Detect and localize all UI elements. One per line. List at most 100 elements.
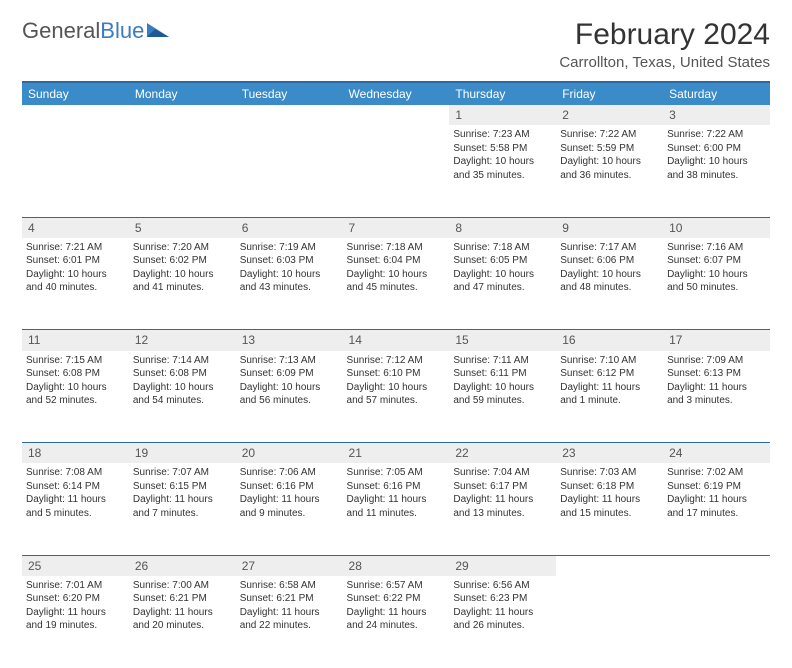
- day-detail-line: Daylight: 10 hours: [347, 268, 446, 282]
- day-number-cell: 29: [449, 555, 556, 576]
- day-detail-line: and 20 minutes.: [133, 619, 232, 633]
- day-detail-line: Daylight: 11 hours: [347, 493, 446, 507]
- day-detail-line: Sunset: 6:18 PM: [560, 480, 659, 494]
- day-number-cell: 5: [129, 217, 236, 238]
- day-detail-line: Daylight: 10 hours: [26, 268, 125, 282]
- day-detail-line: and 43 minutes.: [240, 281, 339, 295]
- day-cell: Sunrise: 6:56 AMSunset: 6:23 PMDaylight:…: [449, 576, 556, 668]
- day-detail-line: and 35 minutes.: [453, 169, 552, 183]
- day-detail-line: Sunrise: 7:00 AM: [133, 579, 232, 593]
- day-number-cell: 15: [449, 330, 556, 351]
- day-detail-line: Sunrise: 7:17 AM: [560, 241, 659, 255]
- day-detail-line: and 36 minutes.: [560, 169, 659, 183]
- day-detail-line: Sunrise: 6:56 AM: [453, 579, 552, 593]
- detail-row: Sunrise: 7:21 AMSunset: 6:01 PMDaylight:…: [22, 238, 770, 330]
- triangle-icon: [147, 21, 169, 42]
- day-detail-line: Sunset: 6:03 PM: [240, 254, 339, 268]
- day-cell: Sunrise: 7:10 AMSunset: 6:12 PMDaylight:…: [556, 351, 663, 443]
- day-number-cell: 7: [343, 217, 450, 238]
- day-detail-line: Sunset: 6:14 PM: [26, 480, 125, 494]
- day-detail-line: Sunset: 6:00 PM: [667, 142, 766, 156]
- day-number-cell: 20: [236, 443, 343, 464]
- weekday-header: Sunday: [22, 82, 129, 105]
- day-detail-line: and 9 minutes.: [240, 507, 339, 521]
- day-detail-line: Daylight: 11 hours: [240, 493, 339, 507]
- day-detail-line: Daylight: 11 hours: [667, 381, 766, 395]
- day-detail-line: and 59 minutes.: [453, 394, 552, 408]
- weekday-header: Tuesday: [236, 82, 343, 105]
- day-cell: Sunrise: 7:22 AMSunset: 6:00 PMDaylight:…: [663, 125, 770, 217]
- daynum-row: 18192021222324: [22, 443, 770, 464]
- day-number-cell: 24: [663, 443, 770, 464]
- weekday-header: Thursday: [449, 82, 556, 105]
- day-cell: [236, 125, 343, 217]
- day-detail-line: Sunrise: 7:15 AM: [26, 354, 125, 368]
- day-detail-line: Sunrise: 7:23 AM: [453, 128, 552, 142]
- day-cell: Sunrise: 7:11 AMSunset: 6:11 PMDaylight:…: [449, 351, 556, 443]
- day-detail-line: Daylight: 10 hours: [240, 268, 339, 282]
- day-detail-line: and 38 minutes.: [667, 169, 766, 183]
- day-detail-line: Daylight: 10 hours: [667, 155, 766, 169]
- header: GeneralBlue February 2024 Carrollton, Te…: [22, 18, 770, 71]
- detail-row: Sunrise: 7:08 AMSunset: 6:14 PMDaylight:…: [22, 463, 770, 555]
- day-detail-line: Daylight: 10 hours: [347, 381, 446, 395]
- day-cell: Sunrise: 7:20 AMSunset: 6:02 PMDaylight:…: [129, 238, 236, 330]
- daynum-row: 11121314151617: [22, 330, 770, 351]
- day-number-cell: 21: [343, 443, 450, 464]
- day-number-cell: [343, 105, 450, 125]
- day-detail-line: Sunrise: 7:04 AM: [453, 466, 552, 480]
- day-detail-line: and 11 minutes.: [347, 507, 446, 521]
- day-detail-line: Sunrise: 7:02 AM: [667, 466, 766, 480]
- day-cell: [556, 576, 663, 668]
- day-number-cell: 9: [556, 217, 663, 238]
- day-detail-line: Sunrise: 7:08 AM: [26, 466, 125, 480]
- day-cell: Sunrise: 7:16 AMSunset: 6:07 PMDaylight:…: [663, 238, 770, 330]
- day-cell: Sunrise: 7:02 AMSunset: 6:19 PMDaylight:…: [663, 463, 770, 555]
- day-cell: [663, 576, 770, 668]
- day-detail-line: Sunset: 6:09 PM: [240, 367, 339, 381]
- day-detail-line: Daylight: 10 hours: [26, 381, 125, 395]
- day-detail-line: Sunset: 6:16 PM: [347, 480, 446, 494]
- day-detail-line: and 19 minutes.: [26, 619, 125, 633]
- day-number-cell: 12: [129, 330, 236, 351]
- day-cell: [343, 125, 450, 217]
- day-detail-line: Sunset: 6:07 PM: [667, 254, 766, 268]
- day-detail-line: Daylight: 10 hours: [560, 268, 659, 282]
- day-number-cell: 25: [22, 555, 129, 576]
- day-cell: Sunrise: 7:17 AMSunset: 6:06 PMDaylight:…: [556, 238, 663, 330]
- day-detail-line: Daylight: 11 hours: [26, 493, 125, 507]
- weekday-header: Wednesday: [343, 82, 450, 105]
- weekday-header: Monday: [129, 82, 236, 105]
- day-detail-line: Daylight: 11 hours: [560, 493, 659, 507]
- day-detail-line: and 15 minutes.: [560, 507, 659, 521]
- day-cell: Sunrise: 7:08 AMSunset: 6:14 PMDaylight:…: [22, 463, 129, 555]
- day-number-cell: [22, 105, 129, 125]
- day-detail-line: Sunrise: 6:58 AM: [240, 579, 339, 593]
- day-detail-line: Daylight: 11 hours: [26, 606, 125, 620]
- day-number-cell: 1: [449, 105, 556, 125]
- day-detail-line: and 45 minutes.: [347, 281, 446, 295]
- day-detail-line: Sunset: 6:19 PM: [667, 480, 766, 494]
- day-cell: Sunrise: 7:03 AMSunset: 6:18 PMDaylight:…: [556, 463, 663, 555]
- logo-word1: General: [22, 18, 100, 43]
- daynum-row: 2526272829: [22, 555, 770, 576]
- day-detail-line: Sunrise: 7:12 AM: [347, 354, 446, 368]
- day-detail-line: Sunrise: 7:21 AM: [26, 241, 125, 255]
- day-detail-line: and 1 minute.: [560, 394, 659, 408]
- day-detail-line: and 56 minutes.: [240, 394, 339, 408]
- day-number-cell: 17: [663, 330, 770, 351]
- day-cell: Sunrise: 7:23 AMSunset: 5:58 PMDaylight:…: [449, 125, 556, 217]
- day-cell: [129, 125, 236, 217]
- day-detail-line: and 7 minutes.: [133, 507, 232, 521]
- day-detail-line: Sunrise: 7:03 AM: [560, 466, 659, 480]
- day-detail-line: Daylight: 10 hours: [133, 381, 232, 395]
- day-cell: Sunrise: 7:12 AMSunset: 6:10 PMDaylight:…: [343, 351, 450, 443]
- day-detail-line: and 47 minutes.: [453, 281, 552, 295]
- day-cell: Sunrise: 7:05 AMSunset: 6:16 PMDaylight:…: [343, 463, 450, 555]
- day-detail-line: Daylight: 11 hours: [347, 606, 446, 620]
- day-number-cell: 6: [236, 217, 343, 238]
- logo-word2: Blue: [100, 18, 144, 43]
- day-detail-line: Daylight: 11 hours: [240, 606, 339, 620]
- day-detail-line: and 26 minutes.: [453, 619, 552, 633]
- day-detail-line: Daylight: 10 hours: [560, 155, 659, 169]
